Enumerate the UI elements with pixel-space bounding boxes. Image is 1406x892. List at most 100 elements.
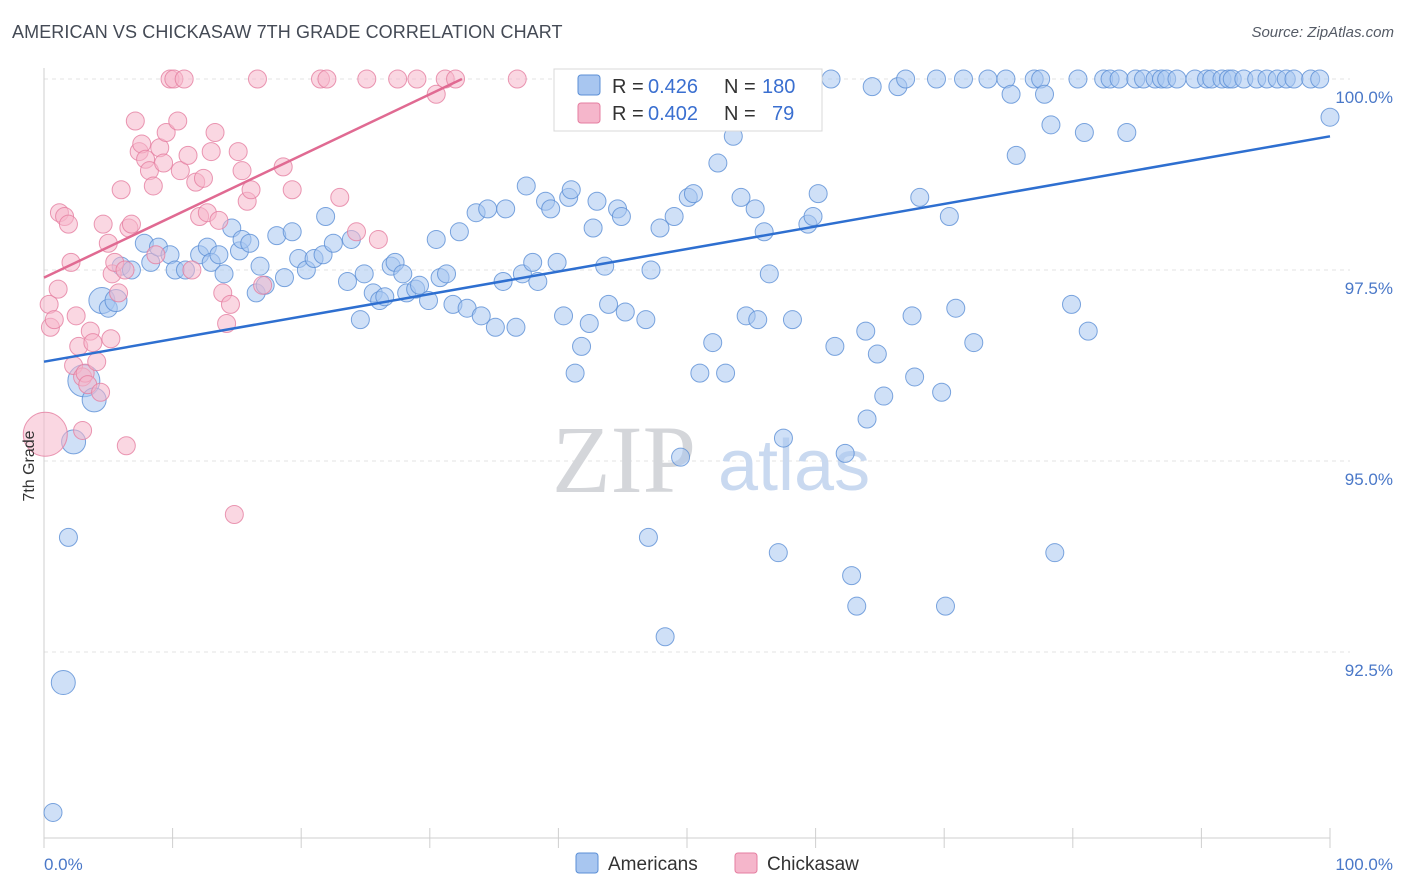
- point-chickasaw: [83, 333, 103, 353]
- point-americans: [1310, 69, 1330, 89]
- point-americans: [1041, 115, 1061, 135]
- point-chickasaw: [317, 69, 337, 89]
- point-chickasaw: [282, 180, 302, 200]
- point-americans: [874, 386, 894, 406]
- point-americans: [485, 317, 505, 337]
- point-chickasaw: [58, 214, 78, 234]
- y-tick-label: 92.5%: [1345, 661, 1393, 680]
- trend-line-americans: [43, 135, 1331, 363]
- point-americans: [599, 294, 619, 314]
- point-americans: [842, 566, 862, 586]
- point-americans: [410, 275, 430, 295]
- legend-r-label-chickasaw: R =: [612, 103, 644, 125]
- point-chickasaw: [247, 69, 267, 89]
- point-americans: [1045, 543, 1065, 563]
- point-chickasaw: [125, 111, 145, 131]
- point-americans: [932, 382, 952, 402]
- point-chickasaw: [368, 229, 388, 249]
- point-americans: [910, 187, 930, 207]
- point-americans: [808, 184, 828, 204]
- point-chickasaw: [407, 69, 427, 89]
- point-americans: [250, 256, 270, 276]
- point-chickasaw: [66, 306, 86, 326]
- point-americans: [856, 321, 876, 341]
- point-americans: [636, 310, 656, 330]
- point-americans: [516, 176, 536, 196]
- chart-title: AMERICAN VS CHICKASAW 7TH GRADE CORRELAT…: [12, 22, 563, 42]
- point-americans: [671, 447, 691, 467]
- point-chickasaw: [193, 168, 213, 188]
- point-chickasaw: [228, 142, 248, 162]
- source-label: Source: ZipAtlas.com: [1251, 24, 1394, 41]
- point-americans: [426, 229, 446, 249]
- legend-swatch-americans: [577, 74, 601, 96]
- point-americans: [655, 627, 675, 647]
- point-americans: [478, 199, 498, 219]
- trend-line-chickasaw: [43, 77, 463, 279]
- point-americans: [768, 543, 788, 563]
- point-americans: [926, 69, 946, 89]
- point-americans: [506, 317, 526, 337]
- point-chickasaw: [48, 279, 68, 299]
- point-chickasaw: [116, 436, 136, 456]
- watermark-atlas: atlas: [718, 426, 870, 506]
- legend-r-value-chickasaw: 0.402: [648, 103, 698, 125]
- point-americans: [716, 363, 736, 383]
- x-tick-label: 0.0%: [44, 855, 83, 874]
- series-chickasaw: [22, 69, 527, 524]
- point-americans: [782, 310, 802, 330]
- x-tick-label: 100.0%: [1335, 855, 1393, 874]
- point-americans: [240, 233, 260, 253]
- point-americans: [1117, 122, 1137, 142]
- point-chickasaw: [146, 245, 166, 265]
- legend-r-value-americans: 0.426: [648, 76, 698, 98]
- point-americans: [978, 69, 998, 89]
- point-chickasaw: [224, 504, 244, 524]
- legend-r-label-americans: R =: [612, 76, 644, 98]
- point-americans: [579, 313, 599, 333]
- point-chickasaw: [111, 180, 131, 200]
- point-americans: [547, 252, 567, 272]
- point-chickasaw: [201, 142, 221, 162]
- point-americans: [572, 336, 592, 356]
- point-americans: [587, 191, 607, 211]
- point-americans: [209, 245, 229, 265]
- point-chickasaw: [220, 294, 240, 314]
- point-americans: [803, 207, 823, 227]
- point-chickasaw: [241, 180, 261, 200]
- point-chickasaw: [357, 69, 377, 89]
- point-chickasaw: [73, 420, 93, 440]
- bottom-legend: Americans Chickasaw: [575, 852, 859, 875]
- point-americans: [847, 596, 867, 616]
- point-americans: [1068, 69, 1088, 89]
- point-chickasaw: [91, 382, 111, 402]
- point-americans: [554, 306, 574, 326]
- point-chickasaw: [115, 260, 135, 280]
- point-americans: [935, 596, 955, 616]
- point-chickasaw: [388, 69, 408, 89]
- point-americans: [337, 271, 357, 291]
- point-americans: [565, 363, 585, 383]
- point-americans: [1006, 145, 1026, 165]
- axes: [43, 68, 1331, 848]
- y-axis-label: 7th Grade: [21, 430, 38, 501]
- point-chickasaw: [330, 187, 350, 207]
- point-americans: [50, 670, 76, 696]
- trend-lines: [43, 77, 1331, 363]
- point-americans: [274, 268, 294, 288]
- point-americans: [58, 527, 78, 547]
- point-americans: [964, 333, 984, 353]
- point-americans: [323, 233, 343, 253]
- point-americans: [690, 363, 710, 383]
- point-chickasaw: [156, 122, 176, 142]
- point-chickasaw: [182, 260, 202, 280]
- point-americans: [449, 222, 469, 242]
- point-americans: [748, 310, 768, 330]
- point-americans: [902, 306, 922, 326]
- point-americans: [896, 69, 916, 89]
- point-chickasaw: [168, 111, 188, 131]
- point-chickasaw: [93, 214, 113, 234]
- point-chickasaw: [178, 145, 198, 165]
- point-chickasaw: [143, 176, 163, 196]
- legend-n-value-chickasaw: 79: [772, 103, 794, 125]
